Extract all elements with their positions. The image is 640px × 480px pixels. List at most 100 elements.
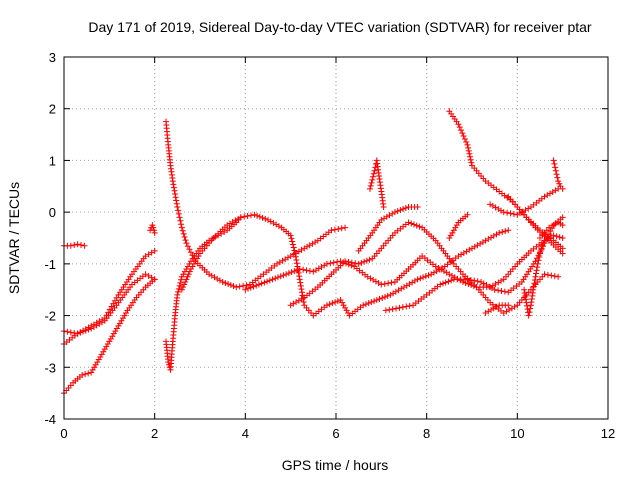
data-point	[547, 228, 554, 235]
data-point	[537, 247, 544, 254]
data-point	[166, 364, 173, 371]
data-point	[504, 209, 511, 216]
data-point	[67, 329, 74, 336]
data-point	[463, 138, 470, 145]
data-point	[352, 260, 359, 267]
data-point	[544, 271, 551, 278]
data-point	[559, 222, 566, 229]
data-point	[173, 197, 180, 204]
data-point	[150, 224, 157, 231]
x-tick-label: 12	[601, 426, 615, 441]
y-axis-label: SDTVAR / TECUs	[6, 182, 22, 294]
data-point	[368, 299, 375, 306]
data-point	[408, 220, 415, 227]
data-point	[442, 279, 449, 286]
data-point	[334, 258, 341, 265]
data-point	[259, 214, 266, 221]
data-point	[329, 300, 336, 307]
data-point	[556, 234, 563, 241]
series-track-l	[367, 157, 387, 210]
data-point	[81, 242, 88, 249]
data-point	[384, 292, 391, 299]
data-point	[293, 260, 300, 267]
data-point	[175, 288, 182, 295]
data-point	[466, 150, 473, 157]
data-point	[502, 228, 509, 235]
data-point	[79, 372, 86, 379]
series-track-b	[61, 247, 158, 337]
data-point	[367, 185, 373, 192]
data-point	[362, 301, 369, 308]
data-point	[382, 307, 389, 314]
data-point	[467, 153, 474, 160]
data-point	[456, 124, 463, 131]
data-point	[381, 280, 388, 287]
data-point	[552, 221, 559, 228]
data-point	[521, 289, 528, 296]
data-point	[389, 306, 396, 313]
x-tick-label: 2	[151, 426, 158, 441]
data-point	[296, 273, 303, 280]
data-point	[501, 288, 508, 295]
data-point	[386, 306, 393, 313]
data-point	[182, 278, 189, 285]
data-point	[170, 184, 177, 191]
data-point	[185, 271, 192, 278]
data-point	[256, 213, 263, 220]
series-track-t	[550, 157, 564, 190]
data-point	[550, 232, 557, 239]
y-tick-label: 3	[49, 50, 56, 65]
data-point	[445, 278, 452, 285]
data-point	[298, 286, 305, 293]
data-point	[328, 227, 335, 234]
data-point	[236, 283, 243, 290]
data-point	[378, 281, 385, 288]
data-point	[380, 203, 387, 210]
data-point	[292, 250, 299, 257]
data-point	[326, 301, 333, 308]
data-point	[388, 279, 395, 286]
data-point	[405, 219, 412, 226]
x-tick-label: 0	[60, 426, 67, 441]
data-point	[414, 203, 421, 210]
data-point	[396, 304, 403, 311]
data-point	[170, 181, 177, 188]
series-track-f	[163, 118, 349, 291]
data-point	[416, 223, 423, 230]
data-point	[559, 245, 566, 252]
data-point	[471, 277, 478, 284]
data-point	[546, 224, 553, 231]
data-point	[550, 157, 557, 164]
data-point	[245, 285, 252, 292]
data-point	[299, 289, 305, 296]
data-point	[414, 276, 421, 283]
data-point	[330, 259, 337, 266]
data-point	[175, 207, 182, 214]
series-track-g	[163, 214, 244, 373]
data-point	[536, 253, 543, 260]
data-point	[181, 233, 188, 240]
data-point	[379, 294, 386, 301]
data-point	[551, 160, 558, 167]
data-point	[549, 222, 556, 229]
data-point	[537, 250, 543, 257]
data-point	[264, 278, 271, 285]
series-track-u	[537, 219, 566, 241]
data-point	[467, 156, 474, 163]
data-point	[151, 229, 158, 236]
data-point	[464, 276, 471, 283]
data-point	[553, 171, 560, 178]
data-point	[553, 233, 560, 240]
data-point	[293, 256, 300, 263]
x-tick-label: 8	[423, 426, 430, 441]
data-point	[277, 273, 284, 280]
data-point	[255, 281, 262, 288]
data-point	[552, 164, 559, 171]
data-point	[510, 211, 517, 218]
data-point	[237, 214, 244, 221]
data-point	[240, 282, 247, 289]
series-track-h	[178, 211, 512, 319]
data-point	[365, 300, 372, 307]
